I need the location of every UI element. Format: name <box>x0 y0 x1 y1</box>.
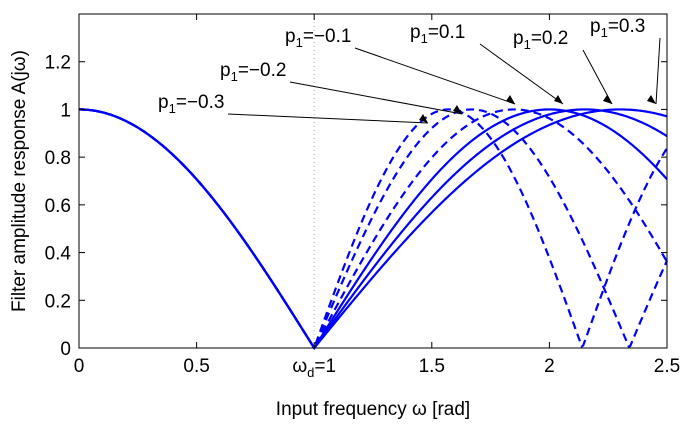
y-tick-label: 0.6 <box>45 196 71 217</box>
annotation-arrow <box>354 47 516 105</box>
y-tick-label: 0.8 <box>45 148 71 169</box>
series-annotation-label: p1=0.2 <box>513 28 568 52</box>
annotation-arrowhead <box>506 95 515 104</box>
annotation-arrow <box>582 49 613 105</box>
x-axis-label: Input frequency ω [rad] <box>276 399 470 420</box>
series-curve <box>78 108 668 351</box>
x-tick-label: 0.5 <box>183 356 209 377</box>
ticks-layer: 0 0.5 ωd=1 1.5 2 2.5 0 0.2 0.4 0.6 0.8 1 1.2 <box>45 14 680 380</box>
annotation-arrow <box>227 113 429 124</box>
x-tick-label: 2.5 <box>654 356 680 377</box>
series-annotation-label: p1=−0.2 <box>220 60 286 84</box>
series-annotation-label: p1=0.3 <box>590 16 645 40</box>
series-curve <box>78 108 669 351</box>
y-tick-label: 1.2 <box>45 53 71 74</box>
annotation-arrowhead <box>453 105 462 114</box>
annotation-arrow <box>479 43 564 105</box>
y-axis-label: Filter amplitude response A(jω) <box>9 50 30 312</box>
series-annotation-label: p1=−0.3 <box>158 92 224 116</box>
x-tick-label: ωd=1 <box>292 356 336 380</box>
series-annotation-label: p1=0.1 <box>410 22 465 46</box>
annotation-arrowhead <box>419 114 428 123</box>
annotation-arrowhead <box>554 95 563 104</box>
series-curve <box>78 108 668 351</box>
series-annotation-label: p1=−0.1 <box>285 26 351 50</box>
y-tick-label: 0 <box>60 339 71 360</box>
x-tick-label: 2 <box>544 356 555 377</box>
y-tick-label: 0.4 <box>45 244 72 265</box>
annotations-layer: p1=−0.3 p1=−0.2 p1=−0.1 p1=0.1 p1=0.2 p1=0.3 <box>158 16 661 124</box>
x-tick-label: 1.5 <box>419 356 445 377</box>
annotation-arrowhead <box>603 95 612 104</box>
series-curve <box>78 108 668 351</box>
x-tick-label: 0 <box>74 356 85 377</box>
series-curve <box>78 108 668 350</box>
annotation-arrow <box>289 81 463 115</box>
annotation-arrow <box>655 37 661 105</box>
plot-frame <box>78 13 668 349</box>
series-curve <box>78 108 668 350</box>
series-layer <box>78 108 669 351</box>
annotation-arrowhead <box>647 95 656 104</box>
y-tick-label: 1 <box>60 100 71 121</box>
y-tick-label: 0.2 <box>45 291 71 312</box>
